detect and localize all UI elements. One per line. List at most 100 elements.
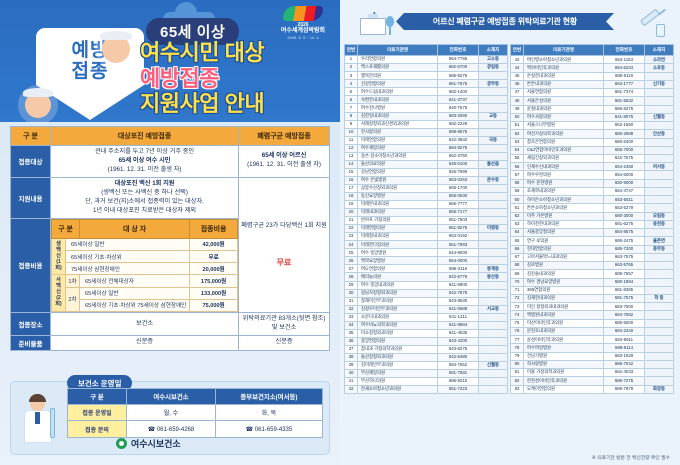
clinic-cell-tel[interactable]: 686-3116	[437, 264, 479, 274]
clinic-cell-tel[interactable]: 655-7000	[603, 145, 645, 156]
clinic-cell-name: 윤철내과의원	[523, 104, 604, 114]
clinic-cell-tel[interactable]: 663-7575	[603, 252, 645, 263]
clinic-cell-tel[interactable]: 653-5511	[603, 195, 645, 205]
clinic-cell-tel[interactable]: 642-6775	[437, 272, 479, 282]
clinic-cell-tel[interactable]: 682-2229	[437, 119, 479, 129]
right-header: ✚ 어르신 폐렴구균 예방접종 위탁의료기관 현황	[340, 0, 680, 44]
clinic-cell-tel[interactable]: 686-2475	[603, 236, 645, 246]
clinic-cell-tel[interactable]: 642-3932	[437, 135, 479, 145]
clinic-cell-tel[interactable]: 653-0192	[437, 232, 479, 242]
clinic-cell-tel[interactable]: 641-5900	[437, 280, 479, 290]
clinic-cell-tel[interactable]: 653-5279	[603, 203, 645, 213]
clinic-cell-tel[interactable]: 681-8385	[603, 285, 645, 295]
clinic-cell-tel[interactable]: 686-8275	[603, 104, 645, 114]
clinic-cell-tel[interactable]: 642-7878	[437, 288, 479, 298]
clinic-cell-tel[interactable]: 654-4747	[603, 186, 645, 197]
cost-row: 2차 65세이상 일반 133,000원	[52, 286, 239, 313]
clinic-cell-tel[interactable]: 685-7200	[603, 244, 645, 254]
clinic-cell-name: 우리연합의원	[357, 55, 438, 65]
clinic-cell-tel[interactable]: 681-7575	[603, 293, 645, 304]
clinic-cell-tel[interactable]: 643-8530	[437, 296, 479, 306]
clinic-cell-tel[interactable]: 664-7755	[437, 55, 479, 65]
clinic-cell-tel[interactable]: 641-8075	[603, 112, 645, 123]
clinic-cell-tel[interactable]: 655-0630	[437, 191, 479, 202]
clinic-cell-tel[interactable]: 683-2690	[437, 111, 479, 121]
clinic-cell-tel[interactable]: 651-7993	[437, 240, 479, 250]
clinic-cell-tel[interactable]: 680-3000	[603, 211, 645, 221]
clinic-cell-tel[interactable]: 654-0000	[437, 256, 479, 266]
clinic-cell-tel[interactable]: 684-2340	[603, 326, 645, 337]
clinic-cell-tel[interactable]: 663-1777	[603, 79, 645, 90]
clinic-cell-region	[478, 191, 508, 202]
clinic-cell-no: 4	[344, 79, 358, 89]
clinic-cell-tel[interactable]: 926-7599	[437, 167, 479, 177]
clinic-cell-tel[interactable]: 683-1929	[603, 351, 645, 361]
clinic-cell-tel[interactable]: 663-5765	[603, 261, 645, 271]
clinic-cell-tel[interactable]: 654-2450	[603, 162, 645, 172]
clinic-cell-tel[interactable]: 654-6234	[603, 63, 645, 73]
clinic-cell-tel[interactable]: 651-7223	[437, 385, 479, 395]
clinic-cell-tel[interactable]: 681-6275	[603, 219, 645, 230]
clinic-cell-tel[interactable]: 686-8215	[437, 377, 479, 387]
clinic-cell-tel[interactable]: 651-8275	[437, 224, 479, 234]
clinic-cell-tel[interactable]: 653-0253	[437, 175, 479, 185]
clinic-cell-region	[478, 71, 508, 81]
clinic-cell-tel[interactable]: 650-9000	[603, 178, 645, 188]
clinic-cell-tel[interactable]: 680-1894	[603, 277, 645, 287]
clinic-cell-tel[interactable]: 698-8675	[437, 127, 479, 137]
clinic-cell-tel[interactable]: 662-3760	[437, 151, 479, 161]
clinic-cell-tel[interactable]: 683-7500	[603, 302, 645, 312]
clinic-cell-tel[interactable]: 643-4200	[437, 336, 479, 346]
row-label: 준비물품	[10, 334, 51, 351]
clinic-row: 45 온실한내과의원 685-9119	[510, 71, 674, 81]
clinic-cell-tel[interactable]: 686-7979	[603, 384, 645, 395]
clinic-cell-tel[interactable]: 685-7557	[603, 269, 645, 279]
clinic-cell-tel[interactable]: 662-1660	[603, 121, 645, 131]
clinic-cell-tel[interactable]: 684-7552	[437, 360, 479, 371]
clinic-cell-tel[interactable]: 641-8884	[437, 320, 479, 330]
clinic-row: 73 미인 정형외과내과의원 683-7500	[510, 302, 674, 312]
clinic-cell-tel[interactable]: 643-8275	[437, 344, 479, 354]
hc-sub-phone[interactable]: ☎ 061-659-4335	[214, 420, 324, 438]
clinic-cell-tel[interactable]: 655-7177	[437, 208, 479, 218]
clinic-cell-tel[interactable]: 641-3737	[437, 95, 479, 105]
clinic-cell-tel[interactable]: 642-6480	[437, 352, 479, 362]
clinic-cell-tel[interactable]: 682-6700	[437, 63, 479, 73]
clinic-cell-tel[interactable]: 666-7777	[437, 200, 479, 210]
clinic-cell-tel[interactable]: 686-7042	[603, 359, 645, 370]
clinic-cell-tel[interactable]: 642-7575	[603, 153, 645, 164]
clinic-cell-tel[interactable]: 685-5500	[603, 318, 645, 328]
clinic-cell-tel[interactable]: 684-7582	[603, 310, 645, 320]
clinic-cell-name: 미올 가정의학과의원	[523, 368, 604, 378]
info-panel: 구 분 대상포진 예방접종 폐렴구균 예방접종 접종대상 관내 주소지를 두고 …	[10, 126, 330, 351]
clinic-cell-tel[interactable]: 640-7575	[437, 103, 479, 113]
clinic-cell-tel[interactable]: 681-7374	[603, 88, 645, 98]
clinic-cell-tel[interactable]: 641-1211	[437, 312, 479, 322]
clinic-cell-tel[interactable]: 682-1400	[437, 87, 479, 97]
hc-main-phone[interactable]: ☎ 061-659-4268	[126, 420, 216, 438]
clinic-cell-tel[interactable]: 684-8911	[603, 335, 645, 345]
clinic-cell-tel[interactable]: 646-0100	[437, 159, 479, 169]
clinic-cell-tel[interactable]: 641-4535	[437, 328, 479, 338]
clinic-cell-tel[interactable]: 689-8114	[603, 343, 645, 353]
clinic-cell-tel[interactable]: 644-9000	[437, 248, 479, 258]
clinic-cell-tel[interactable]: 651-7503	[437, 216, 479, 226]
clinic-cell-tel[interactable]: 661-7575	[437, 79, 479, 89]
clinic-cell-tel[interactable]: 681-7581	[437, 369, 479, 379]
clinic-cell-tel[interactable]: 655-1700	[437, 183, 479, 193]
clinic-cell-tel[interactable]: 684-8275	[437, 143, 479, 153]
clinic-cell-tel[interactable]: 654-6000	[603, 170, 645, 180]
clinic-cell-tel[interactable]: 684-8575	[603, 228, 645, 238]
clinic-cell-tel[interactable]: 663-1163	[603, 55, 645, 65]
clinic-cell-name: 여수드림내과의원	[357, 87, 438, 97]
clinic-cell-tel[interactable]: 662-4033	[603, 368, 645, 378]
clinic-cell-no: 16	[344, 175, 358, 185]
clinic-cell-region	[644, 376, 674, 386]
clinic-cell-tel[interactable]: 686-7275	[603, 376, 645, 386]
clinic-cell-tel[interactable]: 685-9119	[603, 71, 645, 81]
clinic-cell-tel[interactable]: 680-2988	[603, 129, 645, 139]
clinic-cell-tel[interactable]: 681-5632	[603, 96, 645, 106]
clinic-cell-tel[interactable]: 685-8275	[437, 71, 479, 81]
clinic-cell-tel[interactable]: 641-0688	[437, 304, 479, 314]
clinic-cell-tel[interactable]: 680-6300	[603, 137, 645, 147]
